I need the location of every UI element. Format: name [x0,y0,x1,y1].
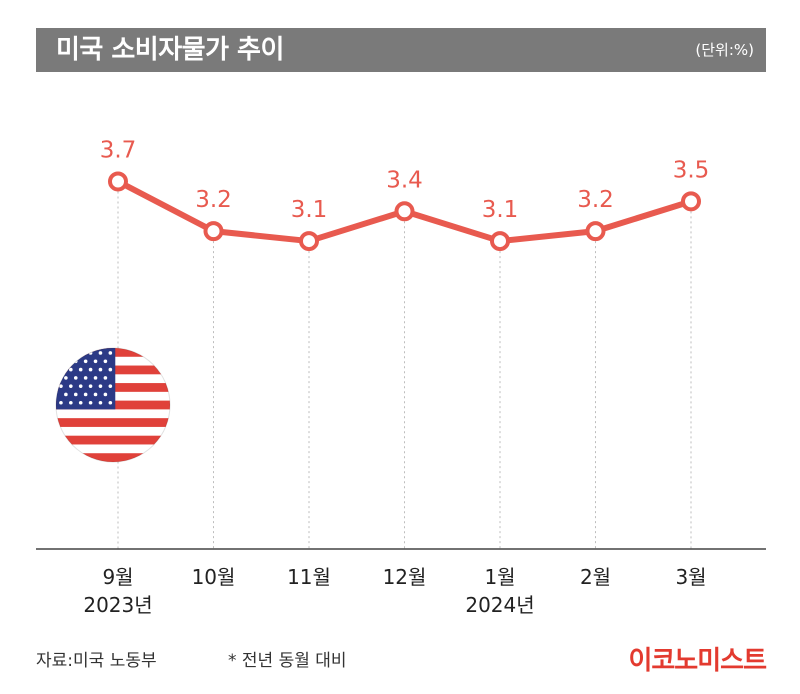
flag-star [78,351,83,355]
flag-star [59,384,63,388]
flag-star [59,400,63,405]
x-tick-labels: 9월 2023년 10월 11월 12월 1월 2024년 2월 3월 [83,565,706,617]
flag-stripe [56,418,170,427]
flag-star [59,351,63,355]
data-point [394,201,415,222]
flag-star [83,392,88,397]
flag-star [88,384,93,388]
flag-star [73,392,78,397]
flag-star [93,392,98,397]
data-point [490,231,510,252]
flag-star [78,400,83,405]
flag-star [64,359,68,364]
flag-star [88,367,93,372]
flag-star [93,376,98,380]
x-tick-label: 3월 [675,565,706,589]
data-label: 3.2 [577,187,614,213]
flag-star [69,367,73,372]
data-label: 3.2 [195,187,232,213]
flag-star [83,376,88,380]
data-point [203,221,224,242]
flag-star [69,400,73,405]
flag-star [73,376,78,380]
header-bar [36,28,766,72]
flag-star [83,359,88,364]
data-label: 3.7 [100,137,137,163]
x-year-label: 2024년 [465,593,534,617]
flag-star [108,367,113,372]
x-tick-label: 10월 [192,565,236,589]
flag-star [59,367,63,372]
unit-label: (단위:%) [695,41,754,59]
footnote: * 전년 동월 대비 [228,651,347,671]
x-tick-label: 9월 [102,565,133,589]
flag-star [88,400,93,405]
data-point [681,191,701,212]
source-note: 자료:미국 노동부 [36,651,157,671]
data-label: 3.1 [291,197,328,223]
data-label: 3.4 [386,167,423,193]
flag-rim [55,347,171,463]
flag-star [93,359,98,364]
flag-star [108,351,113,355]
x-tick-label: 1월 [484,565,515,589]
flag-star [108,400,113,405]
flag-star [103,359,108,364]
data-labels: 3.7 3.2 3.1 3.4 3.1 3.2 3.5 [100,137,710,223]
flag-stripe [56,453,170,462]
data-point [585,221,606,242]
data-label: 3.1 [482,197,519,223]
x-tick-label: 2월 [580,565,611,589]
flag-star [98,400,103,405]
x-year-label: 2023년 [83,593,152,617]
flag-star [98,384,103,388]
data-points [108,171,701,252]
flag-star [78,367,83,372]
flag-star [69,384,73,388]
flag-stripe [56,435,170,445]
brand-logo: 이코노미스트 [628,646,767,676]
data-point [299,231,319,252]
flag-star [108,384,113,388]
flag-star [98,351,103,355]
data-point [108,171,128,192]
x-tick-label: 12월 [383,565,427,589]
flag-star [103,392,108,397]
x-tick-label: 11월 [287,565,331,589]
guide-lines [117,191,692,549]
us-flag-icon [55,347,171,463]
flag-star [64,376,68,380]
flag-star [78,384,83,388]
flag-star [69,351,73,355]
data-label: 3.5 [673,157,710,183]
flag-star [98,367,103,372]
flag-star [103,376,108,380]
chart-title: 미국 소비자물가 추이 [56,35,284,65]
flag-star [64,392,68,397]
